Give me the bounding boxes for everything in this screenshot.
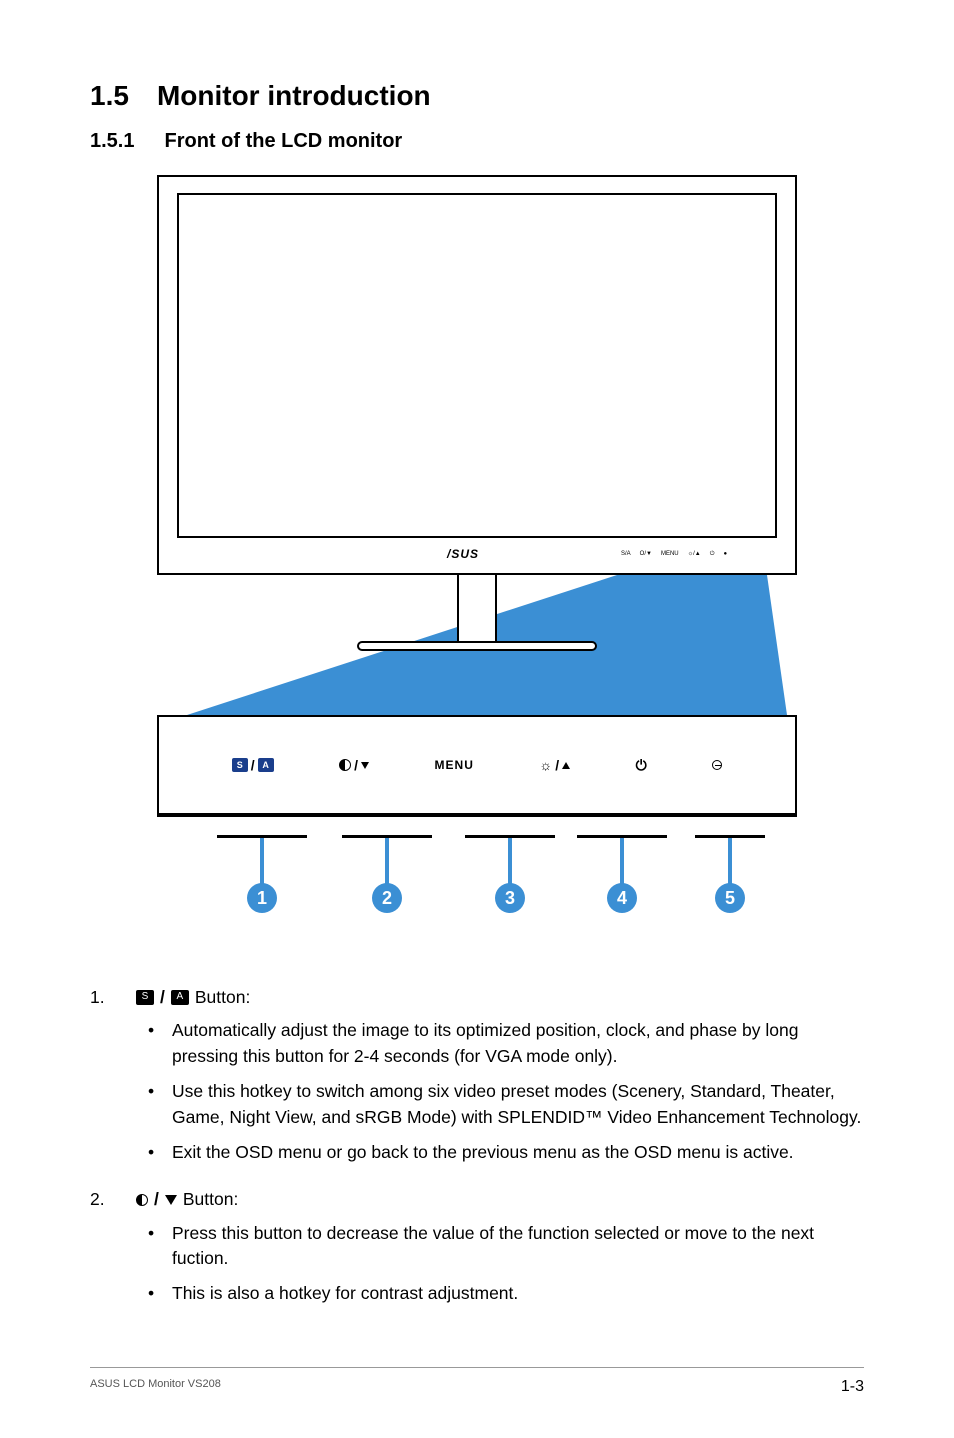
s-icon: S bbox=[136, 990, 154, 1005]
bullet: Use this hotkey to switch among six vide… bbox=[172, 1079, 864, 1130]
strip-button-brightness-up: ☼/ bbox=[539, 757, 570, 773]
callout-stem bbox=[508, 838, 512, 886]
front-icon: ● bbox=[723, 551, 727, 558]
list-item-2: 2. / Button: Press this button to decrea… bbox=[90, 1187, 864, 1317]
front-icon: S/A bbox=[621, 551, 631, 558]
figure-container: /SUS S/A O/▼ MENU ☼/▲ ⏻ ● S/A / MENU bbox=[90, 175, 864, 925]
list-item-1: 1. S / A Button: Automatically adjust th… bbox=[90, 985, 864, 1175]
down-icon bbox=[165, 1195, 177, 1205]
front-panel-icons: S/A O/▼ MENU ☼/▲ ⏻ ● bbox=[621, 551, 727, 558]
item-bullets: Automatically adjust the image to its op… bbox=[136, 1018, 864, 1165]
bullet: This is also a hotkey for contrast adjus… bbox=[172, 1281, 864, 1306]
strip-button-menu: MENU bbox=[435, 758, 474, 772]
callout-stem bbox=[260, 838, 264, 886]
front-icon: ⏻ bbox=[710, 551, 715, 558]
s-icon: S bbox=[232, 758, 248, 772]
subsection-title-text: Front of the LCD monitor bbox=[164, 130, 402, 152]
monitor-screen bbox=[177, 193, 777, 538]
callout-stem bbox=[385, 838, 389, 886]
item-bullets: Press this button to decrease the value … bbox=[136, 1221, 864, 1307]
front-icon: O/▼ bbox=[640, 551, 652, 558]
a-icon: A bbox=[171, 990, 189, 1005]
callout-badge-2: 2 bbox=[372, 883, 402, 913]
a-icon: A bbox=[258, 758, 274, 772]
callout-badge-5: 5 bbox=[715, 883, 745, 913]
led-icon bbox=[712, 760, 722, 770]
footer-page-number: 1-3 bbox=[841, 1378, 864, 1396]
section-number: 1.5 bbox=[90, 80, 129, 111]
callout-badge-4: 4 bbox=[607, 883, 637, 913]
subsection-heading: 1.5.1 Front of the LCD monitor bbox=[90, 130, 864, 153]
monitor-stand-neck bbox=[457, 575, 497, 645]
strip-button-contrast-down: / bbox=[339, 757, 369, 773]
item-number: 1. bbox=[90, 985, 136, 1175]
section-title-text: Monitor introduction bbox=[157, 80, 431, 111]
monitor-logo: /SUS bbox=[447, 547, 479, 561]
subsection-number: 1.5.1 bbox=[90, 130, 134, 152]
brightness-icon: ☼ bbox=[539, 757, 552, 773]
power-icon: ⏻ bbox=[636, 757, 647, 774]
item-label: S / A Button: bbox=[136, 985, 864, 1010]
item-number: 2. bbox=[90, 1187, 136, 1317]
monitor-illustration: /SUS S/A O/▼ MENU ☼/▲ ⏻ ● bbox=[157, 175, 797, 605]
footer-left: ASUS LCD Monitor VS208 bbox=[90, 1378, 221, 1396]
front-icon: ☼/▲ bbox=[688, 551, 701, 558]
section-heading: 1.5 Monitor introduction bbox=[90, 80, 864, 112]
bullet: Automatically adjust the image to its op… bbox=[172, 1018, 864, 1069]
strip-button-power: ⏻ bbox=[636, 757, 647, 774]
item-body: S / A Button: Automatically adjust the i… bbox=[136, 985, 864, 1175]
strip-button-splendid: S/A bbox=[232, 757, 274, 773]
description-list: 1. S / A Button: Automatically adjust th… bbox=[90, 985, 864, 1317]
contrast-icon bbox=[136, 1194, 148, 1206]
down-icon bbox=[361, 762, 369, 769]
strip-indicator bbox=[712, 760, 722, 770]
item-label: / Button: bbox=[136, 1187, 864, 1212]
front-icon: MENU bbox=[661, 551, 679, 558]
callout-badge-3: 3 bbox=[495, 883, 525, 913]
bullet: Press this button to decrease the value … bbox=[172, 1221, 864, 1272]
contrast-icon bbox=[339, 759, 351, 771]
page-footer: ASUS LCD Monitor VS208 1-3 bbox=[90, 1367, 864, 1396]
callout-badge-1: 1 bbox=[247, 883, 277, 913]
button-label-text: Button: bbox=[183, 1187, 238, 1212]
button-label-text: Button: bbox=[195, 985, 250, 1010]
slash: / bbox=[160, 985, 165, 1010]
callout-stem bbox=[728, 838, 732, 886]
bullet: Exit the OSD menu or go back to the prev… bbox=[172, 1140, 864, 1165]
slash: / bbox=[154, 1187, 159, 1212]
callout-bar: 1 2 3 4 5 bbox=[157, 815, 797, 925]
item-body: / Button: Press this button to decrease … bbox=[136, 1187, 864, 1317]
callout-stem bbox=[620, 838, 624, 886]
monitor-stand-base bbox=[357, 641, 597, 651]
monitor-figure: /SUS S/A O/▼ MENU ☼/▲ ⏻ ● S/A / MENU bbox=[157, 175, 797, 925]
up-icon bbox=[562, 762, 570, 769]
button-strip: S/A / MENU ☼/ ⏻ bbox=[157, 715, 797, 815]
